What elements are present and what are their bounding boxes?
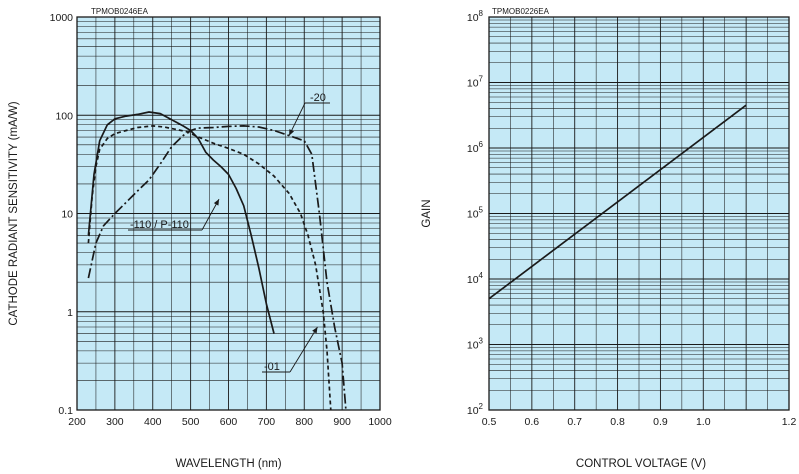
figure-code: TPMOB0246EA <box>91 7 149 16</box>
x-tick-label: 0.5 <box>482 416 497 428</box>
x-tick-label: 700 <box>258 416 276 428</box>
annotation-arrowhead <box>312 326 318 334</box>
series-line <box>87 125 347 411</box>
figure-code: TPMOB0226EA <box>492 7 550 16</box>
x-tick-labels: 200 300 400 500 600 700 800 900 1000 <box>68 416 392 428</box>
y-tick-label: 108 <box>467 9 484 24</box>
plot-frame <box>76 16 381 411</box>
y-tick-label: 1000 <box>50 12 74 24</box>
spectral-response-chart: -20 -110 / P-110 -01 200 300 400 500 600 700 800… <box>8 7 392 470</box>
curve-annotation: -110 / P-110 <box>130 219 189 231</box>
y-tick-label: 107 <box>467 75 484 90</box>
x-tick-label: 0.6 <box>525 416 540 428</box>
x-tick-label: 400 <box>144 416 162 428</box>
series-line <box>87 125 332 411</box>
y-axis-label: CATHODE RADIANT SENSITIVITY (mA/W) <box>8 101 20 325</box>
y-tick-labels: 0.1 1 10 100 1000 <box>50 12 74 417</box>
x-tick-label: 1.0 <box>696 416 711 428</box>
series-layer <box>87 111 347 411</box>
x-axis-label: CONTROL VOLTAGE (V) <box>576 458 706 470</box>
curve-annotation: -01 <box>264 361 280 373</box>
y-tick-label: 1 <box>67 307 73 319</box>
gain-chart: 0.5 0.6 0.7 0.8 0.9 1.0 1.2 102 103 104 105 106 107… <box>421 7 796 470</box>
annotation-layer: -20 -110 / P-110 -01 <box>128 92 330 373</box>
x-axis-label: WAVELENGTH (nm) <box>175 458 281 470</box>
y-tick-label: 102 <box>467 402 484 417</box>
y-tick-label: 100 <box>55 110 73 122</box>
y-tick-label: 106 <box>467 140 484 155</box>
x-tick-label: 200 <box>68 416 86 428</box>
annotation-leader <box>289 326 318 373</box>
plot-frame <box>488 16 790 411</box>
y-tick-label: 0.1 <box>58 405 73 417</box>
x-tick-label: 0.9 <box>653 416 668 428</box>
x-tick-label: 0.8 <box>610 416 625 428</box>
y-axis-label: GAIN <box>421 199 433 227</box>
annotation-leader <box>288 102 306 136</box>
x-tick-label: 300 <box>106 416 124 428</box>
series-line <box>488 104 747 300</box>
x-tick-label: 900 <box>333 416 351 428</box>
x-tick-labels: 0.5 0.6 0.7 0.8 0.9 1.0 1.2 <box>482 416 797 428</box>
series-layer <box>488 104 747 300</box>
grid-lines <box>76 17 381 411</box>
x-tick-label: 600 <box>220 416 238 428</box>
grid-lines <box>488 17 790 411</box>
y-tick-label: 103 <box>467 337 484 352</box>
x-tick-label: 0.7 <box>567 416 582 428</box>
x-tick-label: 800 <box>295 416 313 428</box>
curve-annotation: -20 <box>310 92 326 104</box>
y-tick-label: 104 <box>467 271 484 286</box>
y-tick-label: 10 <box>61 209 73 221</box>
annotation-arrowhead <box>213 199 220 206</box>
y-tick-labels: 102 103 104 105 106 107 108 <box>467 9 484 417</box>
x-tick-label: 1000 <box>368 416 392 428</box>
annotation-arrowhead <box>289 129 295 136</box>
x-tick-label: 500 <box>182 416 200 428</box>
y-tick-label: 105 <box>467 206 484 221</box>
x-tick-label: 1.2 <box>782 416 797 428</box>
